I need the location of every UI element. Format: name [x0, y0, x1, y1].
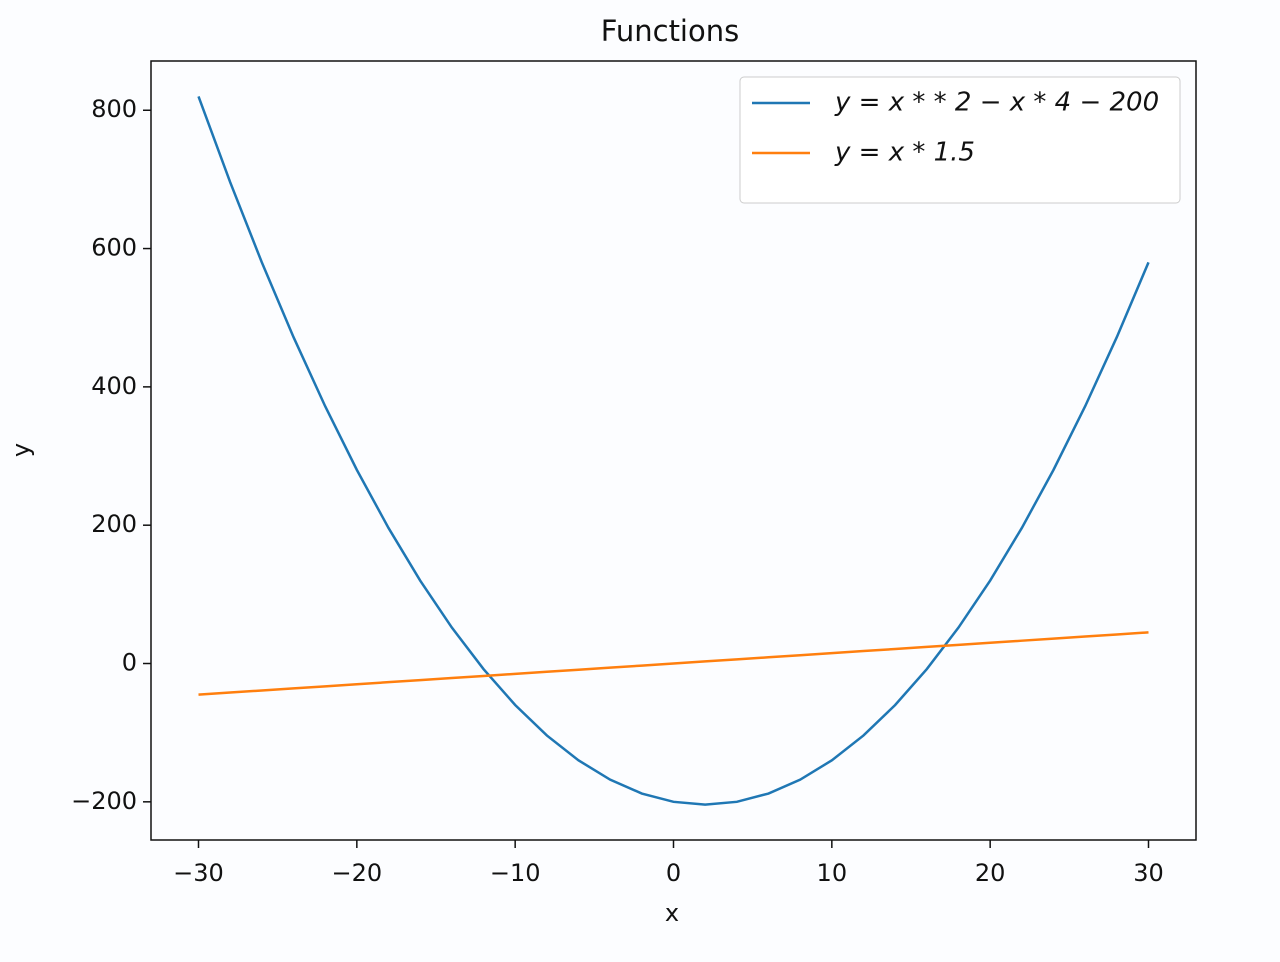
x-axis-label: x [665, 899, 679, 927]
y-tick-label: 800 [91, 95, 137, 123]
series-line [198, 631, 1149, 696]
y-tick-label: −200 [71, 787, 137, 815]
y-tick-label: 200 [91, 510, 137, 538]
legend-box [739, 76, 1181, 204]
axes-frame [150, 60, 1197, 841]
chart-title: Functions [601, 14, 739, 48]
x-tick-label: −20 [332, 859, 383, 887]
y-tick-label: 400 [91, 372, 137, 400]
x-tick-label: 10 [817, 859, 848, 887]
series-line [197, 95, 1150, 806]
legend-label: y = x * * 2 − x * 4 − 200 [834, 88, 1159, 118]
legend-label: y = x * 1.5 [834, 138, 975, 168]
x-tick-label: 0 [666, 859, 681, 887]
x-tick-label: −30 [173, 859, 224, 887]
y-tick-label: 0 [122, 649, 137, 677]
y-tick-label: 600 [91, 234, 137, 262]
x-tick-label: −10 [490, 859, 541, 887]
y-axis-label: y [7, 443, 35, 457]
x-tick-label: 20 [975, 859, 1006, 887]
x-tick-label: 30 [1133, 859, 1164, 887]
